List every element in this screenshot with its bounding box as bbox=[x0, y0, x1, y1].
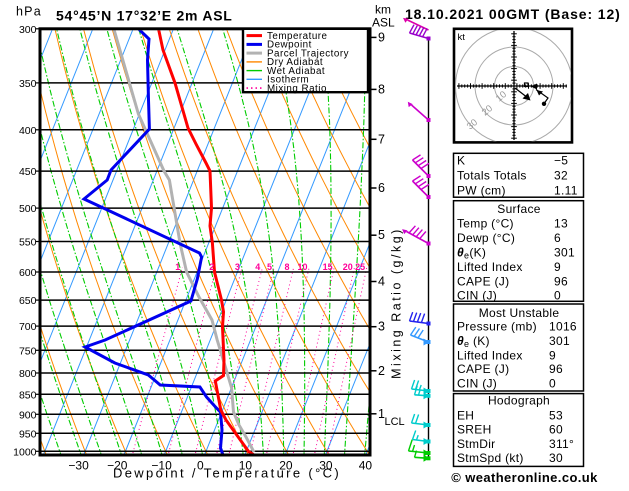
svg-text:20: 20 bbox=[343, 262, 353, 272]
svg-text:StmSpd (kt): StmSpd (kt) bbox=[457, 451, 524, 465]
svg-text:K: K bbox=[457, 154, 465, 168]
svg-text:300: 300 bbox=[19, 24, 37, 36]
svg-text:18.10.2021 00GMT (Base: 12): 18.10.2021 00GMT (Base: 12) bbox=[405, 6, 621, 22]
svg-text:0: 0 bbox=[549, 376, 556, 390]
svg-text:Lifted Index: Lifted Index bbox=[457, 348, 523, 362]
svg-text:θe (K): θe (K) bbox=[457, 334, 490, 349]
svg-text:Temp (°C): Temp (°C) bbox=[457, 217, 514, 231]
svg-text:5: 5 bbox=[378, 228, 385, 242]
svg-text:Most Unstable: Most Unstable bbox=[479, 306, 560, 320]
svg-text:950: 950 bbox=[19, 428, 37, 440]
svg-text:CIN (J): CIN (J) bbox=[457, 376, 497, 390]
svg-text:Pressure (mb): Pressure (mb) bbox=[457, 320, 537, 334]
svg-text:400: 400 bbox=[19, 125, 37, 137]
svg-text:60: 60 bbox=[549, 423, 563, 437]
svg-text:9: 9 bbox=[549, 348, 556, 362]
svg-text:ASL: ASL bbox=[372, 16, 395, 30]
svg-text:2: 2 bbox=[378, 364, 385, 378]
svg-text:kt: kt bbox=[458, 32, 466, 43]
svg-text:32: 32 bbox=[554, 169, 568, 183]
svg-text:Totals Totals: Totals Totals bbox=[457, 169, 527, 183]
svg-text:Mixing Ratio (g/kg): Mixing Ratio (g/kg) bbox=[390, 227, 404, 379]
svg-text:4: 4 bbox=[378, 275, 385, 289]
svg-text:9: 9 bbox=[378, 30, 385, 44]
svg-text:2: 2 bbox=[209, 262, 214, 272]
svg-text:54°45’N 17°32’E 2m ASL: 54°45’N 17°32’E 2m ASL bbox=[56, 8, 233, 24]
svg-text:40: 40 bbox=[359, 459, 373, 473]
svg-text:3: 3 bbox=[235, 262, 240, 272]
svg-text:1000: 1000 bbox=[13, 446, 37, 458]
svg-text:−5: −5 bbox=[554, 154, 568, 168]
svg-text:6: 6 bbox=[378, 181, 385, 195]
svg-text:Dewp (°C): Dewp (°C) bbox=[457, 231, 515, 245]
svg-text:96: 96 bbox=[549, 362, 563, 376]
svg-text:1.11: 1.11 bbox=[554, 184, 578, 198]
svg-text:−30: −30 bbox=[68, 459, 89, 473]
svg-text:650: 650 bbox=[19, 295, 37, 307]
svg-text:Temperature: Temperature bbox=[267, 31, 328, 42]
svg-text:1: 1 bbox=[175, 262, 180, 272]
svg-text:EH: EH bbox=[457, 408, 474, 422]
svg-text:−20: −20 bbox=[107, 459, 128, 473]
svg-text:Parcel Trajectory: Parcel Trajectory bbox=[267, 48, 349, 59]
svg-text:500: 500 bbox=[19, 203, 37, 215]
svg-text:850: 850 bbox=[19, 389, 37, 401]
svg-text:301: 301 bbox=[549, 334, 570, 348]
svg-text:30: 30 bbox=[549, 451, 563, 465]
svg-text:CAPE (J): CAPE (J) bbox=[457, 274, 509, 288]
svg-text:Mixing Ratio: Mixing Ratio bbox=[267, 83, 327, 94]
svg-text:10: 10 bbox=[239, 459, 253, 473]
svg-text:301: 301 bbox=[554, 246, 575, 260]
svg-text:0: 0 bbox=[554, 289, 561, 303]
svg-text:30: 30 bbox=[319, 459, 333, 473]
svg-text:Surface: Surface bbox=[497, 202, 540, 216]
svg-text:750: 750 bbox=[19, 345, 37, 357]
svg-text:Hodograph: Hodograph bbox=[488, 394, 550, 408]
svg-text:CAPE (J): CAPE (J) bbox=[457, 362, 509, 376]
svg-text:Lifted Index: Lifted Index bbox=[457, 260, 523, 274]
svg-text:θe(K): θe(K) bbox=[457, 246, 486, 261]
svg-text:20: 20 bbox=[279, 459, 293, 473]
svg-text:311°: 311° bbox=[549, 437, 574, 451]
svg-text:4: 4 bbox=[255, 262, 260, 272]
svg-text:0: 0 bbox=[197, 459, 204, 473]
svg-text:1: 1 bbox=[378, 407, 385, 421]
svg-text:8: 8 bbox=[378, 82, 385, 96]
svg-text:3: 3 bbox=[378, 320, 385, 334]
svg-text:Isotherm: Isotherm bbox=[267, 75, 309, 86]
svg-text:7: 7 bbox=[378, 132, 385, 146]
svg-text:13: 13 bbox=[554, 217, 568, 231]
svg-text:km: km bbox=[375, 3, 391, 17]
svg-text:700: 700 bbox=[19, 321, 37, 333]
svg-text:Wet Adiabat: Wet Adiabat bbox=[267, 66, 325, 77]
svg-text:15: 15 bbox=[323, 262, 333, 272]
svg-text:Dry Adiabat: Dry Adiabat bbox=[267, 57, 323, 68]
svg-text:53: 53 bbox=[549, 408, 563, 422]
svg-text:SREH: SREH bbox=[457, 423, 492, 437]
svg-text:LCL: LCL bbox=[385, 416, 405, 428]
svg-text:−10: −10 bbox=[151, 459, 172, 473]
svg-text:450: 450 bbox=[19, 166, 37, 178]
svg-text:Dewpoint / Temperature (°C): Dewpoint / Temperature (°C) bbox=[113, 466, 341, 481]
svg-text:600: 600 bbox=[19, 267, 37, 279]
svg-text:800: 800 bbox=[19, 368, 37, 380]
svg-text:1016: 1016 bbox=[549, 320, 577, 334]
svg-text:CIN (J): CIN (J) bbox=[457, 289, 497, 303]
svg-text:PW (cm): PW (cm) bbox=[457, 184, 506, 198]
svg-text:hPa: hPa bbox=[16, 5, 42, 19]
svg-text:6: 6 bbox=[554, 231, 561, 245]
svg-text:550: 550 bbox=[19, 237, 37, 249]
svg-text:900: 900 bbox=[19, 409, 37, 421]
svg-text:8: 8 bbox=[284, 262, 289, 272]
svg-text:5: 5 bbox=[267, 262, 272, 272]
svg-text:10: 10 bbox=[297, 262, 307, 272]
svg-text:96: 96 bbox=[554, 274, 568, 288]
svg-text:StmDir: StmDir bbox=[457, 437, 495, 451]
svg-text:Dewpoint: Dewpoint bbox=[267, 40, 312, 51]
svg-text:9: 9 bbox=[554, 260, 561, 274]
svg-text:25: 25 bbox=[355, 262, 365, 272]
svg-text:350: 350 bbox=[19, 78, 37, 90]
svg-text:© weatheronline.co.uk: © weatheronline.co.uk bbox=[451, 470, 598, 485]
